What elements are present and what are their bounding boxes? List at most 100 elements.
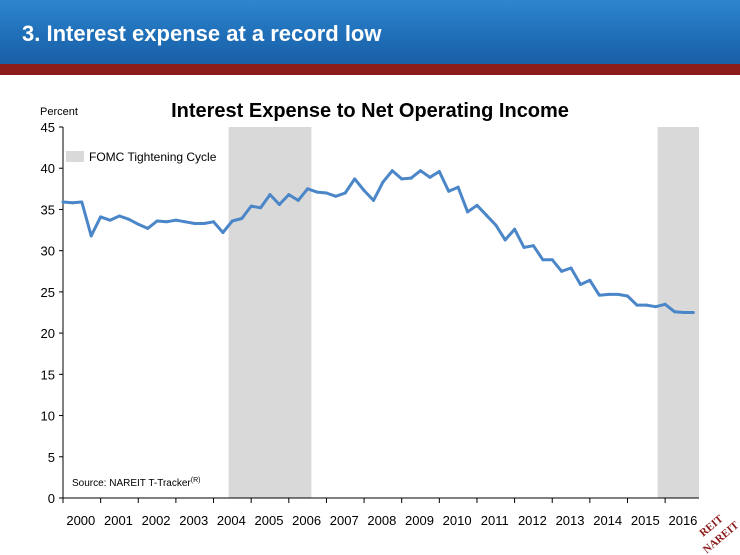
data-point	[249, 204, 253, 208]
data-point	[334, 194, 338, 198]
series-line	[62, 169, 694, 314]
shaded-periods	[228, 127, 699, 498]
title-banner: 3. Interest expense at a record low	[0, 0, 740, 64]
data-point	[466, 210, 470, 214]
data-point	[607, 292, 611, 296]
data-point	[315, 190, 319, 194]
x-tick-label: 2009	[405, 513, 434, 528]
x-tick-label: 2000	[66, 513, 95, 528]
data-point	[597, 293, 601, 297]
x-tick-label: 2005	[255, 513, 284, 528]
data-point	[625, 294, 629, 298]
legend: FOMC Tightening Cycle	[66, 150, 217, 164]
data-point	[484, 213, 488, 217]
data-point	[682, 311, 686, 314]
x-tick-label: 2004	[217, 513, 246, 528]
data-point	[306, 187, 310, 191]
x-tick-label: 2011	[481, 513, 509, 528]
data-point	[371, 198, 375, 202]
source-note: Source: NAREIT T-Tracker(R)	[72, 477, 200, 489]
data-point	[494, 223, 498, 227]
data-point	[409, 176, 413, 180]
x-tick-label: 2001	[104, 513, 133, 528]
data-point	[531, 244, 535, 248]
x-tick-label: 2003	[179, 513, 208, 528]
data-point	[287, 193, 291, 197]
data-point	[663, 302, 667, 306]
data-point	[400, 177, 404, 181]
data-point	[691, 311, 695, 314]
data-point	[108, 218, 112, 222]
y-tick-label: 0	[48, 491, 55, 506]
data-point	[230, 219, 234, 223]
shaded-period-0	[228, 127, 312, 498]
source-superscript: (R)	[191, 477, 201, 484]
y-tick-label: 10	[41, 409, 55, 424]
y-tick-label: 35	[41, 202, 55, 217]
slide-title: 3. Interest expense at a record low	[22, 21, 382, 46]
data-point	[193, 221, 197, 225]
data-point	[202, 221, 206, 225]
data-point	[550, 258, 554, 262]
data-point	[146, 226, 150, 230]
data-point	[80, 200, 84, 204]
data-point	[522, 245, 526, 249]
data-point	[362, 188, 366, 192]
data-point	[616, 292, 620, 296]
data-point	[513, 227, 517, 231]
data-point	[419, 169, 423, 173]
data-point	[437, 170, 441, 174]
data-point	[136, 222, 140, 226]
data-point	[127, 217, 131, 221]
data-point	[221, 231, 225, 235]
data-point	[296, 198, 300, 202]
y-axis-label: Percent	[40, 106, 78, 118]
data-point	[569, 266, 573, 270]
data-point	[635, 303, 639, 307]
y-tick-label: 5	[48, 450, 55, 465]
y-tick-label: 45	[41, 120, 55, 135]
x-tick-label: 2007	[330, 513, 359, 528]
x-axis: 2000 2001 2002 2003 2004 2005 2006 2007 2008 2009…	[62, 497, 699, 528]
x-tick-label: 2012	[518, 513, 547, 528]
data-point	[503, 238, 507, 242]
data-point	[588, 278, 592, 282]
x-tick-label: 2006	[292, 513, 321, 528]
data-point	[324, 191, 328, 195]
data-point	[240, 217, 244, 221]
data-point	[475, 203, 479, 207]
data-point	[99, 215, 103, 219]
data-points	[61, 169, 695, 314]
data-point	[456, 185, 460, 189]
x-tick-label: 2016	[668, 513, 697, 528]
x-tick-label: 2015	[631, 513, 660, 528]
data-point	[183, 220, 187, 224]
data-point	[381, 180, 385, 184]
accent-band	[0, 64, 740, 75]
data-point	[70, 201, 74, 205]
data-point	[644, 303, 648, 307]
data-point	[447, 189, 451, 193]
y-tick-label: 40	[41, 161, 55, 176]
data-point	[89, 234, 93, 238]
y-tick-label: 20	[41, 326, 55, 341]
x-tick-label: 2013	[556, 513, 585, 528]
data-point	[61, 200, 65, 204]
source-text: Source: NAREIT T-Tracker	[72, 478, 191, 489]
data-point	[673, 310, 677, 314]
legend-swatch	[66, 151, 84, 162]
x-tick-label: 2002	[142, 513, 171, 528]
y-tick-label: 15	[41, 367, 55, 382]
y-tick-label: 25	[41, 285, 55, 300]
data-point	[428, 175, 432, 179]
data-point	[212, 220, 216, 224]
data-point	[353, 177, 357, 181]
data-point	[541, 258, 545, 262]
data-point	[390, 169, 394, 173]
data-point	[560, 269, 564, 273]
data-point	[268, 193, 272, 197]
data-point	[277, 202, 281, 206]
data-point	[174, 218, 178, 222]
data-point	[654, 305, 658, 309]
